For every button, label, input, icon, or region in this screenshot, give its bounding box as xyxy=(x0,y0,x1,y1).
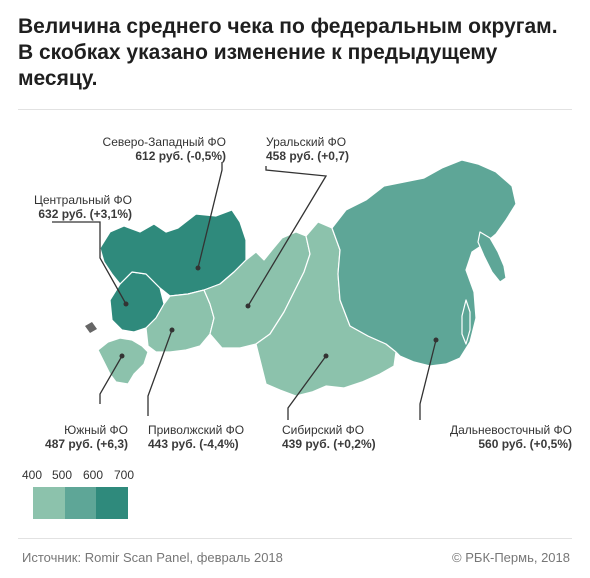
legend-tick-400: 400 xyxy=(22,468,43,482)
label-south: Южный ФО 487 руб. (+6,3) xyxy=(30,423,128,451)
leader-lines xyxy=(52,162,439,420)
label-far-east-name: Дальневосточный ФО xyxy=(449,423,572,437)
leader-northwest xyxy=(197,162,223,269)
label-central: Центральный ФО 632 руб. (+3,1%) xyxy=(20,193,132,221)
label-volga: Приволжский ФО 443 руб. (-4,4%) xyxy=(148,423,244,451)
bottom-divider xyxy=(18,538,572,539)
label-northwest-name: Северо-Западный ФО xyxy=(102,135,226,149)
label-central-name: Центральный ФО xyxy=(33,193,132,207)
leader-siberia xyxy=(287,355,327,420)
region-south xyxy=(97,337,149,385)
legend-swatch-high xyxy=(96,487,129,519)
leader-dot-siberia xyxy=(323,353,329,359)
legend-swatch-mid xyxy=(64,487,97,519)
legend-swatch-low xyxy=(33,487,65,519)
leader-dot-volga xyxy=(169,327,175,333)
legend-tick-700: 700 xyxy=(114,468,135,482)
region-far-east-kamchatka xyxy=(477,231,507,283)
leader-dot-far-east xyxy=(433,337,439,343)
legend-ticks: 400 500 600 700 xyxy=(22,468,142,484)
leader-dot-central xyxy=(123,301,129,307)
kaliningrad-exclave xyxy=(85,322,97,333)
label-far-east: Дальневосточный ФО 560 руб. (+0,5%) xyxy=(418,423,572,451)
label-siberia-value: 439 руб. (+0,2%) xyxy=(282,437,376,451)
label-ural-value: 458 руб. (+0,7) xyxy=(266,149,349,163)
label-northwest-value: 612 руб. (-0,5%) xyxy=(135,149,226,163)
label-south-name: Южный ФО xyxy=(64,423,128,437)
leader-far-east xyxy=(419,339,437,420)
leader-south xyxy=(99,355,123,404)
copyright-note: © РБК-Пермь, 2018 xyxy=(452,550,570,565)
legend-tick-600: 600 xyxy=(83,468,104,482)
top-divider xyxy=(18,109,572,110)
region-volga xyxy=(145,289,215,353)
label-siberia-name: Сибирский ФО xyxy=(282,423,365,437)
map-title: Величина среднего чека по федеральным ок… xyxy=(18,15,558,90)
leader-dot-ural xyxy=(245,303,251,309)
region-far-east-sakhalin xyxy=(461,299,471,345)
label-volga-name: Приволжский ФО xyxy=(148,423,245,437)
label-central-value: 632 руб. (+3,1%) xyxy=(38,207,132,221)
label-south-value: 487 руб. (+6,3) xyxy=(45,437,128,451)
label-ural: Уральский ФО 458 руб. (+0,7) xyxy=(266,135,349,163)
label-ural-name: Уральский ФО xyxy=(266,135,347,149)
label-far-east-value: 560 руб. (+0,5%) xyxy=(478,437,572,451)
legend-tick-500: 500 xyxy=(52,468,73,482)
leader-dot-south xyxy=(119,353,125,359)
label-volga-value: 443 руб. (-4,4%) xyxy=(148,437,239,451)
leader-ural xyxy=(247,166,328,307)
label-siberia: Сибирский ФО 439 руб. (+0,2%) xyxy=(282,423,376,451)
source-note: Источник: Romir Scan Panel, февраль 2018 xyxy=(22,550,283,565)
label-northwest: Северо-Западный ФО 612 руб. (-0,5%) xyxy=(98,135,226,163)
leader-volga xyxy=(147,329,173,416)
leader-dot-northwest xyxy=(195,265,201,271)
leader-central xyxy=(52,221,127,305)
legend-color-scale xyxy=(33,487,129,519)
